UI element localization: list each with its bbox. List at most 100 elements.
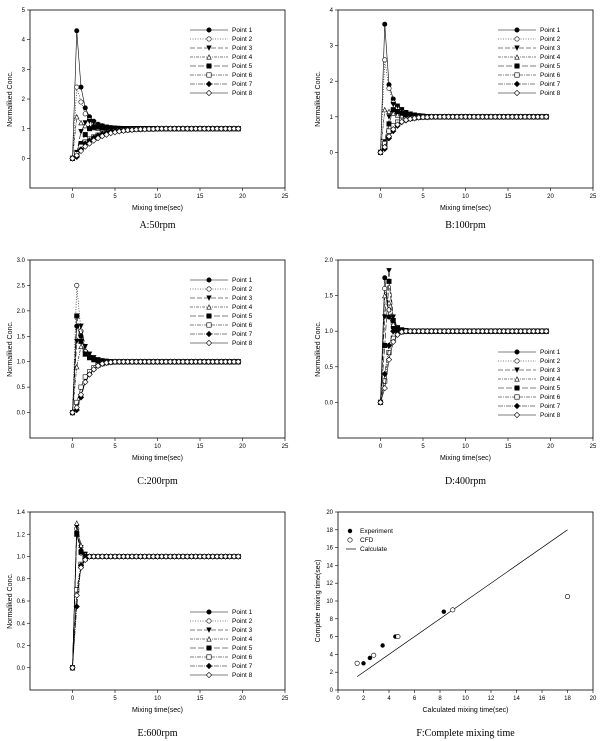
data-point xyxy=(521,113,529,120)
x-tick-label: 0 xyxy=(379,444,383,450)
series-cfd xyxy=(354,594,570,666)
x-tick-label: 15 xyxy=(197,696,204,702)
legend-label: Point 8 xyxy=(232,340,253,347)
data-point xyxy=(91,120,97,126)
x-tick-label: 2 xyxy=(362,696,366,702)
data-point xyxy=(201,125,208,132)
legend-entry: Point 3 xyxy=(498,367,561,374)
data-point xyxy=(184,125,191,132)
legend-entry: Point 5 xyxy=(498,63,561,70)
data-point xyxy=(432,328,439,335)
legend-entry: Point 8 xyxy=(190,671,253,679)
data-point xyxy=(382,275,388,281)
data-point xyxy=(466,113,473,120)
x-tick-label: 10 xyxy=(462,194,469,200)
data-point xyxy=(87,355,93,361)
x-axis-label: Mixing time(sec) xyxy=(132,205,183,212)
legend-marker xyxy=(206,322,212,328)
data-point xyxy=(371,652,377,658)
series-line xyxy=(380,288,547,403)
data-point xyxy=(530,328,537,335)
data-point xyxy=(226,358,233,365)
legend-label: CFD xyxy=(360,537,374,544)
series-line xyxy=(380,281,547,403)
data-point xyxy=(82,556,89,563)
y-tick-label: 2 xyxy=(330,670,334,676)
data-point xyxy=(385,342,393,349)
data-point xyxy=(128,358,136,365)
legend-marker xyxy=(206,277,212,283)
legend-marker xyxy=(514,36,520,42)
y-tick-label: 0.8 xyxy=(17,577,26,583)
data-point xyxy=(526,328,533,335)
data-point xyxy=(209,125,216,132)
data-point xyxy=(479,113,486,120)
data-point xyxy=(513,113,520,120)
data-point xyxy=(475,113,482,120)
data-point xyxy=(201,358,208,365)
data-point xyxy=(390,101,396,108)
x-tick-label: 8 xyxy=(438,696,442,702)
data-point xyxy=(386,350,392,356)
data-point xyxy=(82,374,88,380)
data-point xyxy=(213,553,221,560)
data-point xyxy=(385,133,393,140)
data-point xyxy=(90,366,97,373)
legend-label: Point 1 xyxy=(232,277,253,284)
data-point xyxy=(402,328,410,335)
data-point xyxy=(483,328,490,335)
data-point xyxy=(382,106,388,113)
legend-entry: Point 2 xyxy=(498,36,561,43)
y-tick-label: 6 xyxy=(330,635,334,641)
x-axis-label: Mixing time(sec) xyxy=(440,455,491,462)
data-point xyxy=(386,314,392,320)
data-point xyxy=(128,553,136,560)
y-tick-label: 0.0 xyxy=(17,666,26,672)
data-point xyxy=(382,285,388,291)
y-axis-label: Normaliked Conc. xyxy=(7,321,14,377)
legend-label: Point 5 xyxy=(540,385,561,392)
legend-marker xyxy=(206,654,212,660)
data-point xyxy=(394,103,401,109)
y-tick-label: 1.5 xyxy=(17,334,26,340)
legend-label: Point 5 xyxy=(232,645,253,652)
data-point xyxy=(205,553,212,560)
series-line xyxy=(72,361,239,413)
data-point xyxy=(82,105,88,111)
x-tick-label: 25 xyxy=(282,696,289,702)
data-point xyxy=(209,358,216,365)
data-point xyxy=(162,358,170,365)
x-tick-label: 10 xyxy=(154,696,161,702)
legend-entry: Point 4 xyxy=(190,54,253,61)
data-point xyxy=(483,113,490,120)
legend-entry: Point 4 xyxy=(498,54,561,61)
data-point xyxy=(500,113,507,120)
y-tick-label: 0 xyxy=(330,688,334,694)
data-point xyxy=(82,120,88,126)
data-point xyxy=(192,125,199,132)
y-tick-label: 10 xyxy=(326,599,333,605)
legend-marker xyxy=(205,662,213,670)
data-point xyxy=(496,113,503,120)
legend-marker xyxy=(206,295,212,301)
data-point xyxy=(218,358,225,365)
legend-entry: Point 3 xyxy=(190,45,253,52)
data-point xyxy=(534,328,541,335)
legend-entry: Point 6 xyxy=(190,322,253,329)
data-point xyxy=(73,404,80,411)
panel-caption: A:50rpm xyxy=(139,220,175,231)
panel-caption: C:200rpm xyxy=(137,476,178,487)
data-point xyxy=(154,553,161,560)
series-line xyxy=(72,523,239,668)
x-tick-label: 10 xyxy=(154,444,161,450)
legend-marker xyxy=(514,376,520,382)
data-point xyxy=(175,553,182,560)
series-8 xyxy=(69,125,242,162)
series-line xyxy=(72,285,239,413)
legend-entry: Point 8 xyxy=(190,89,253,97)
legend-entry: Point 7 xyxy=(190,330,253,338)
legend-label: Point 8 xyxy=(540,412,561,419)
legend-label: Point 2 xyxy=(540,358,561,365)
data-point xyxy=(77,391,85,398)
data-point xyxy=(179,358,187,365)
